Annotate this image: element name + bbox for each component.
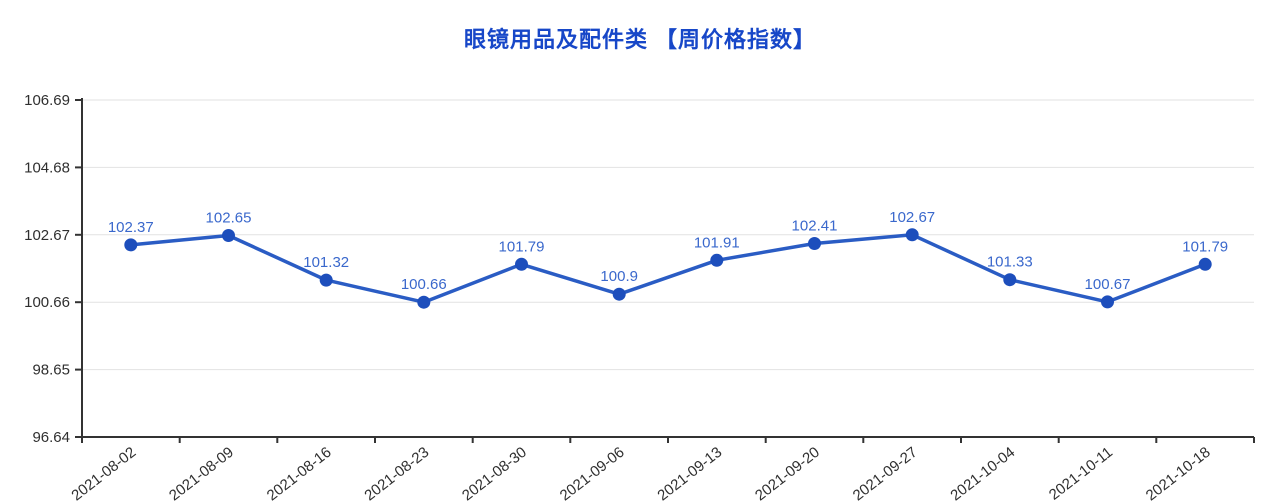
x-axis-tick-label: 2021-10-04	[947, 444, 1018, 504]
x-axis-tick-label: 2021-08-02	[68, 444, 139, 504]
data-point-label: 101.79	[499, 238, 545, 255]
data-point-label: 100.67	[1085, 276, 1131, 293]
data-point-label: 102.41	[792, 218, 838, 235]
x-axis-tick-label: 2021-10-18	[1143, 444, 1214, 504]
x-axis-tick-label: 2021-09-27	[850, 444, 921, 504]
data-point-label: 100.66	[401, 276, 447, 293]
data-point[interactable]	[1003, 273, 1017, 287]
data-point[interactable]	[905, 228, 919, 242]
chart-title: 眼镜用品及配件类 【周价格指数】	[463, 27, 817, 52]
y-axis-tick-label: 102.67	[24, 227, 70, 244]
y-axis-tick-label: 106.69	[24, 92, 70, 109]
data-point-label: 101.91	[694, 234, 740, 251]
data-point[interactable]	[417, 295, 431, 309]
y-axis-tick-label: 104.68	[24, 159, 70, 176]
data-point-label: 101.32	[303, 254, 349, 271]
y-axis-tick-label: 100.66	[24, 294, 70, 311]
data-point[interactable]	[710, 253, 724, 267]
x-axis-tick-label: 2021-09-20	[752, 444, 823, 504]
data-point-label: 102.67	[889, 209, 935, 226]
x-axis-tick-label: 2021-09-13	[654, 444, 725, 504]
data-point-label: 102.65	[206, 210, 252, 227]
data-point[interactable]	[222, 229, 235, 242]
data-point[interactable]	[124, 238, 138, 252]
data-point[interactable]	[515, 257, 528, 271]
data-point-label: 102.37	[108, 219, 154, 236]
y-axis-tick-label: 98.65	[32, 362, 70, 379]
data-point-label: 101.33	[987, 254, 1033, 271]
data-point-label: 101.79	[1182, 238, 1228, 255]
data-point[interactable]	[319, 273, 333, 287]
x-axis-tick-label: 2021-08-30	[459, 444, 530, 504]
x-axis-tick-label: 2021-08-16	[264, 444, 335, 504]
data-point[interactable]	[1198, 257, 1212, 271]
x-axis-tick-label: 2021-10-11	[1046, 444, 1116, 504]
x-axis-tick-label: 2021-09-06	[557, 444, 628, 504]
x-axis-tick-label: 2021-08-09	[166, 444, 237, 504]
data-point[interactable]	[1101, 295, 1114, 309]
series-line	[129, 233, 1207, 304]
x-axis-tick-label: 2021-08-23	[361, 444, 432, 504]
data-point[interactable]	[612, 287, 626, 301]
y-axis-tick-label: 96.64	[32, 429, 70, 446]
data-point[interactable]	[808, 237, 821, 250]
data-point-label: 100.9	[600, 268, 638, 285]
